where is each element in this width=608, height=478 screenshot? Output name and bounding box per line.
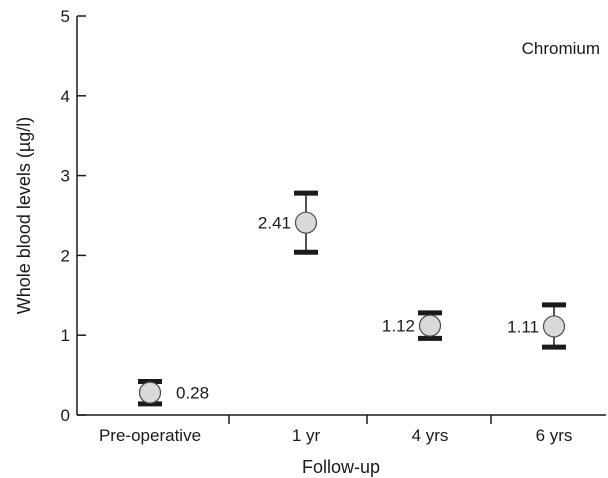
data-point-marker [418, 314, 442, 337]
data-value-label: 0.28 [176, 384, 209, 403]
data-point-marker [542, 315, 566, 338]
x-category-label: 4 yrs [412, 426, 449, 445]
data-value-label: 1.11 [507, 317, 539, 336]
data-point-marker [138, 381, 162, 404]
chart-axes [76, 16, 606, 416]
data-value-label: 1.12 [382, 317, 415, 336]
chart-annotation: Chromium [522, 39, 600, 58]
y-axis-ticks: 0 1 2 3 4 5 [61, 7, 86, 425]
data-point-group: 1.11 [507, 302, 566, 350]
x-category-label: 6 yrs [536, 426, 573, 445]
data-value-label: 2.41 [258, 214, 291, 233]
y-tick-label: 2 [61, 246, 70, 265]
data-point-group: 0.28 [138, 378, 209, 407]
x-axis-title: Follow-up [302, 457, 380, 477]
y-tick-label: 5 [61, 7, 70, 26]
y-tick-label: 3 [61, 167, 70, 186]
data-point-marker [294, 211, 318, 234]
x-category-label: Pre-operative [99, 426, 201, 445]
y-tick-label: 1 [61, 326, 70, 345]
y-tick-label: 4 [61, 87, 70, 106]
x-category-label: 1 yr [292, 426, 321, 445]
y-tick-label: 0 [61, 406, 70, 425]
y-axis-title: Whole blood levels (µg/l) [14, 117, 34, 314]
data-point-group: 2.41 [258, 190, 318, 255]
plot-area: 0.28 2.41 1.12 1.11 [138, 190, 566, 407]
x-axis-ticks: Pre-operative 1 yr 4 yrs 6 yrs [99, 415, 572, 445]
data-point-group: 1.12 [382, 310, 442, 341]
